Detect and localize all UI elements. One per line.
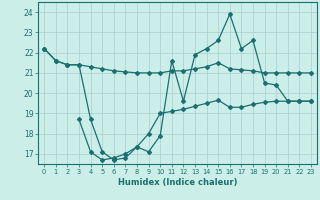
X-axis label: Humidex (Indice chaleur): Humidex (Indice chaleur) [118,178,237,187]
